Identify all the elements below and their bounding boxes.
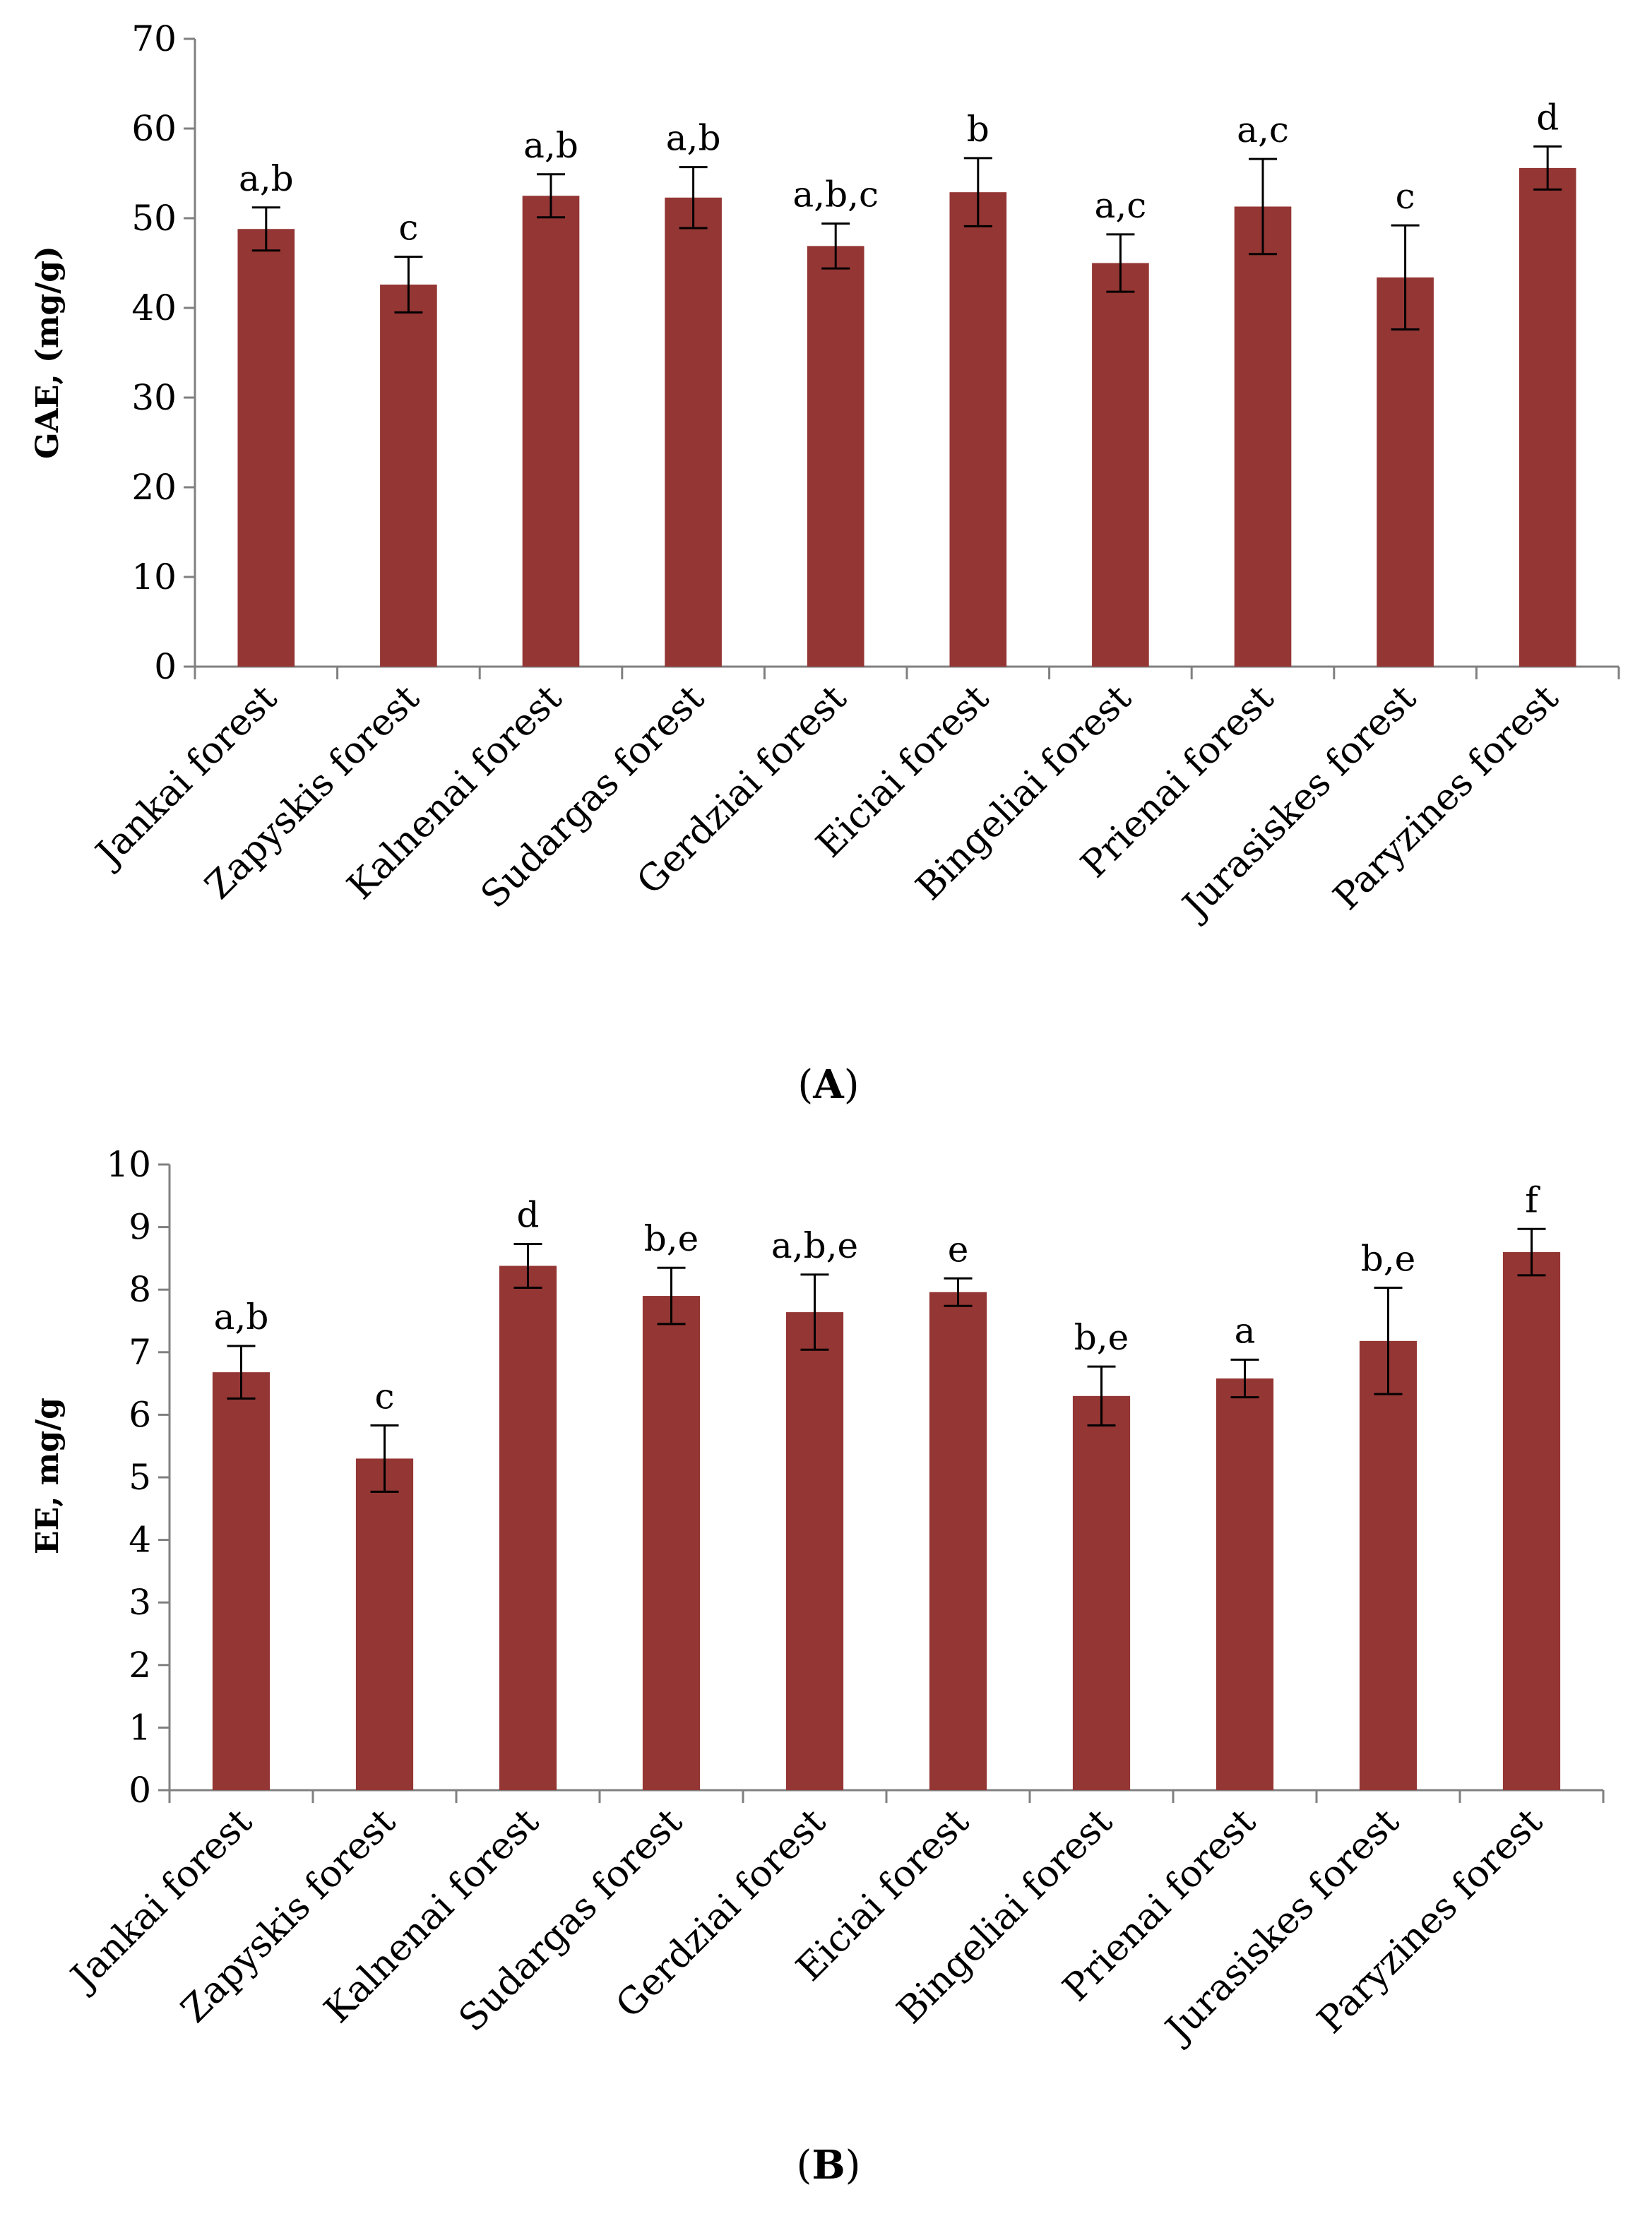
panel-label-open-b: ( [796, 2143, 812, 2188]
bar-b [929, 1292, 987, 1790]
significance-label-a: a,b [239, 158, 294, 199]
bar-a [1377, 277, 1434, 667]
error-bar-a [679, 166, 708, 230]
y-tick-label-a: 40 [131, 287, 177, 328]
significance-label-a: a,c [1237, 109, 1289, 150]
bar-a [1092, 263, 1149, 667]
bar-a [237, 229, 295, 667]
error-bar-b [800, 1273, 829, 1351]
panel-label-a: (A) [797, 1061, 859, 1108]
bar-a [1519, 167, 1576, 667]
bar-b [1216, 1378, 1274, 1790]
error-bar-a [1106, 233, 1135, 293]
y-tick-label-a: 60 [131, 108, 177, 149]
bar-b [785, 1312, 844, 1790]
significance-label-a: b [967, 109, 990, 150]
y-tick-label-b: 0 [129, 1770, 151, 1811]
y-tick-label-b: 6 [129, 1394, 151, 1435]
y-tick-label-a: 50 [131, 198, 177, 239]
error-bar-b [944, 1277, 973, 1307]
error-bar-b [370, 1424, 399, 1493]
bar-a [665, 197, 722, 667]
significance-label-b: b,e [1361, 1239, 1416, 1280]
significance-label-a: a,b [666, 118, 721, 159]
error-bar-a [1249, 157, 1277, 256]
error-bar-b [227, 1345, 256, 1400]
significance-label-b: c [374, 1376, 394, 1417]
significance-label-a: a,b [523, 125, 578, 166]
panel-label-letter-b: B [812, 2142, 845, 2188]
panel-label-close-b: ) [845, 2143, 861, 2188]
y-tick-label-a: 0 [154, 646, 177, 687]
significance-label-a: a,b,c [792, 174, 879, 215]
significance-label-a: d [1536, 97, 1559, 138]
category-label-b: Jurasiskes forest [1155, 1801, 1408, 2053]
panel-label-letter-a: A [812, 1061, 845, 1108]
bar-b [212, 1372, 271, 1790]
error-bar-b [1087, 1365, 1116, 1426]
error-bar-a [963, 157, 992, 227]
y-tick-label-b: 7 [129, 1332, 151, 1373]
significance-label-a: c [398, 208, 418, 249]
panel-label-open-a: ( [797, 1062, 813, 1108]
bar-a [380, 284, 437, 667]
error-bar-a [394, 256, 423, 314]
bar-b [499, 1265, 557, 1790]
error-bar-b [1517, 1227, 1546, 1277]
bar-b [1359, 1340, 1418, 1790]
bar-b [1502, 1252, 1561, 1790]
y-tick-label-a: 20 [131, 467, 177, 508]
error-bar-b [657, 1266, 686, 1326]
y-tick-label-b: 4 [129, 1520, 151, 1561]
y-tick-label-a: 10 [131, 556, 177, 597]
significance-label-b: a,b,e [771, 1225, 858, 1266]
y-tick-label-b: 3 [129, 1582, 151, 1623]
y-tick-label-b: 2 [129, 1645, 151, 1686]
chart-panel-a: GAE, (mg/g) (A) 010203040506070a,bJankai… [30, 18, 1620, 1108]
significance-label-b: f [1525, 1179, 1540, 1220]
error-bar-a [251, 206, 280, 252]
bar-b [642, 1296, 701, 1790]
category-label-a: Jurasiskes forest [1172, 677, 1425, 929]
bar-a [807, 246, 864, 667]
bar-a [1234, 206, 1292, 667]
error-bar-b [513, 1243, 542, 1289]
significance-label-a: c [1396, 176, 1415, 217]
significance-label-b: b,e [1074, 1317, 1129, 1358]
significance-label-b: e [948, 1229, 969, 1270]
y-tick-label-b: 5 [129, 1457, 151, 1498]
y-axis-title-b: EE, mg/g [30, 1398, 66, 1554]
significance-label-b: a,b [214, 1297, 269, 1338]
error-bar-a [537, 173, 565, 219]
error-bar-a [1391, 224, 1420, 330]
panel-label-close-a: ) [844, 1062, 860, 1108]
significance-label-b: a [1235, 1310, 1256, 1351]
error-bar-a [821, 222, 850, 270]
error-bar-b [1230, 1358, 1259, 1399]
y-tick-label-a: 70 [131, 18, 177, 59]
significance-label-b: b,e [644, 1218, 699, 1259]
error-bar-a [1533, 145, 1562, 191]
y-tick-label-b: 8 [129, 1269, 151, 1310]
y-tick-label-b: 1 [129, 1707, 151, 1748]
panel-label-b: (B) [796, 2142, 860, 2188]
error-bar-b [1374, 1287, 1403, 1395]
significance-label-a: a,c [1095, 185, 1147, 226]
bar-b [1072, 1395, 1131, 1790]
y-tick-label-a: 30 [131, 377, 177, 418]
significance-label-b: d [516, 1195, 539, 1236]
y-tick-label-b: 9 [129, 1207, 151, 1248]
y-tick-label-b: 10 [106, 1144, 151, 1185]
bar-a [522, 196, 580, 667]
y-axis-title-a: GAE, (mg/g) [30, 246, 66, 459]
bar-a [949, 192, 1007, 667]
bar-b [355, 1458, 414, 1790]
